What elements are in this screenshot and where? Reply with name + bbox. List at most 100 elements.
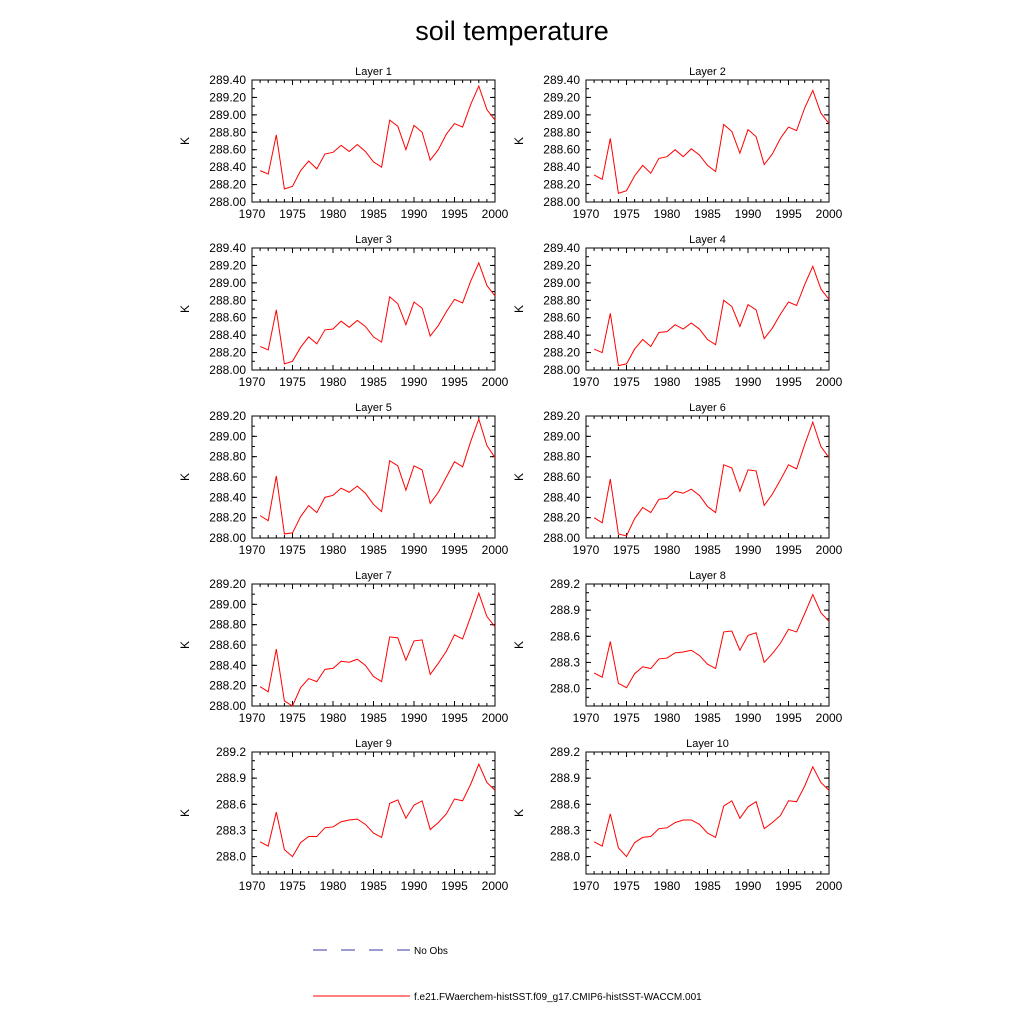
y-tick-label: 288.00 bbox=[209, 699, 246, 713]
y-tick-label: 288.80 bbox=[543, 293, 580, 307]
y-tick-label: 289.40 bbox=[543, 73, 580, 87]
y-tick-label: 289.40 bbox=[209, 73, 246, 87]
plot-frame bbox=[585, 79, 830, 203]
y-tick-label: 288.20 bbox=[543, 511, 580, 525]
y-tick-label: 289.2 bbox=[216, 745, 246, 759]
series-line bbox=[259, 417, 496, 535]
y-tick-label: 288.00 bbox=[543, 531, 580, 545]
x-tick-label: 1975 bbox=[613, 543, 640, 557]
y-tick-label: 289.20 bbox=[209, 258, 246, 272]
panel-layer-10: Layer 10 K 1970 1975 1980 1985 1990 1995 2000 288… bbox=[512, 738, 843, 893]
y-tick-label: 288.00 bbox=[209, 363, 246, 377]
panel-layer-2: Layer 2 K 1970 1975 1980 1985 1990 1995 2000 288.… bbox=[512, 66, 843, 221]
x-tick-label: 1980 bbox=[320, 879, 347, 893]
figure-title: soil temperature bbox=[415, 16, 609, 46]
y-axis-label: K bbox=[512, 473, 526, 481]
x-tick-label: 1975 bbox=[613, 879, 640, 893]
series-line bbox=[593, 420, 830, 537]
y-tick-label: 288.20 bbox=[209, 679, 246, 693]
x-tick-label: 1995 bbox=[775, 711, 802, 725]
x-tick-label: 1995 bbox=[775, 879, 802, 893]
x-tick-label: 1985 bbox=[694, 711, 721, 725]
panel-layer-5: Layer 5 K 1970 1975 1980 1985 1990 1995 2000 288.… bbox=[178, 402, 509, 557]
y-tick-label: 288.00 bbox=[543, 363, 580, 377]
legend-obs-label: No Obs bbox=[414, 946, 448, 957]
y-tick-label: 289.20 bbox=[209, 409, 246, 423]
panel-title: Layer 10 bbox=[686, 738, 729, 750]
x-tick-label: 2000 bbox=[816, 207, 843, 221]
x-tick-label: 1985 bbox=[694, 375, 721, 389]
panel-layer-8: Layer 8 K 1970 1975 1980 1985 1990 1995 2000 288.… bbox=[512, 570, 843, 725]
y-axis-label: K bbox=[178, 305, 192, 313]
y-tick-label: 288.40 bbox=[543, 328, 580, 342]
panel-layer-7: Layer 7 K 1970 1975 1980 1985 1990 1995 2000 288.… bbox=[178, 570, 509, 725]
panel-title: Layer 7 bbox=[355, 570, 392, 582]
y-tick-label: 288.60 bbox=[209, 143, 246, 157]
x-tick-label: 1975 bbox=[613, 375, 640, 389]
y-axis-label: K bbox=[178, 809, 192, 817]
x-tick-label: 1975 bbox=[279, 207, 306, 221]
x-tick-label: 1970 bbox=[573, 711, 600, 725]
x-tick-label: 2000 bbox=[816, 711, 843, 725]
y-tick-label: 288.20 bbox=[209, 511, 246, 525]
y-tick-label: 289.00 bbox=[543, 276, 580, 290]
y-tick-label: 288.40 bbox=[543, 160, 580, 174]
y-tick-label: 289.20 bbox=[543, 409, 580, 423]
x-tick-label: 2000 bbox=[816, 879, 843, 893]
x-tick-label: 1970 bbox=[573, 207, 600, 221]
panel-title: Layer 4 bbox=[689, 234, 726, 246]
plot-frame bbox=[251, 583, 496, 707]
x-tick-label: 2000 bbox=[816, 375, 843, 389]
x-tick-label: 1970 bbox=[239, 375, 266, 389]
y-tick-label: 288.6 bbox=[216, 797, 246, 811]
series-line bbox=[259, 84, 496, 190]
x-tick-label: 1975 bbox=[279, 711, 306, 725]
y-tick-label: 288.9 bbox=[550, 603, 580, 617]
plot-frame bbox=[251, 751, 496, 875]
y-tick-label: 288.80 bbox=[209, 293, 246, 307]
x-tick-label: 2000 bbox=[482, 375, 509, 389]
y-tick-label: 288.3 bbox=[216, 823, 246, 837]
x-tick-label: 1980 bbox=[654, 207, 681, 221]
x-tick-label: 1995 bbox=[775, 543, 802, 557]
y-tick-label: 288.60 bbox=[543, 470, 580, 484]
y-axis-label: K bbox=[512, 305, 526, 313]
x-tick-label: 1995 bbox=[775, 375, 802, 389]
x-tick-label: 1980 bbox=[654, 711, 681, 725]
y-tick-label: 288.60 bbox=[209, 311, 246, 325]
y-tick-label: 289.00 bbox=[209, 276, 246, 290]
x-tick-label: 1975 bbox=[279, 879, 306, 893]
y-axis-label: K bbox=[512, 137, 526, 145]
x-tick-label: 1975 bbox=[613, 207, 640, 221]
x-tick-label: 1970 bbox=[573, 375, 600, 389]
y-axis-label: K bbox=[178, 641, 192, 649]
series-line bbox=[259, 591, 496, 707]
x-tick-label: 1980 bbox=[320, 543, 347, 557]
y-tick-label: 288.20 bbox=[543, 346, 580, 360]
y-tick-label: 288.60 bbox=[543, 143, 580, 157]
legend-model-label: f.e21.FWaerchem-histSST.f09_g17.CMIP6-hi… bbox=[414, 992, 702, 1003]
series-line bbox=[593, 765, 830, 858]
x-tick-label: 2000 bbox=[482, 879, 509, 893]
y-tick-label: 288.00 bbox=[543, 195, 580, 209]
plot-frame bbox=[251, 247, 496, 371]
x-tick-label: 2000 bbox=[482, 711, 509, 725]
x-tick-label: 1990 bbox=[735, 543, 762, 557]
y-tick-label: 288.60 bbox=[209, 470, 246, 484]
series-line bbox=[593, 89, 830, 194]
x-tick-label: 1980 bbox=[654, 543, 681, 557]
y-tick-label: 289.00 bbox=[209, 597, 246, 611]
y-tick-label: 288.40 bbox=[209, 658, 246, 672]
y-tick-label: 288.0 bbox=[550, 682, 580, 696]
x-tick-label: 1985 bbox=[694, 543, 721, 557]
y-axis-label: K bbox=[178, 137, 192, 145]
y-tick-label: 289.00 bbox=[209, 108, 246, 122]
panel-layer-3: Layer 3 K 1970 1975 1980 1985 1990 1995 2000 288.… bbox=[178, 234, 509, 389]
y-tick-label: 288.20 bbox=[209, 178, 246, 192]
panel-layer-1: Layer 1 K 1970 1975 1980 1985 1990 1995 2000 288.… bbox=[178, 66, 509, 221]
series-line bbox=[259, 261, 496, 365]
panel-layer-9: Layer 9 K 1970 1975 1980 1985 1990 1995 2000 288.… bbox=[178, 738, 509, 893]
x-tick-label: 1985 bbox=[360, 879, 387, 893]
y-tick-label: 289.40 bbox=[209, 241, 246, 255]
